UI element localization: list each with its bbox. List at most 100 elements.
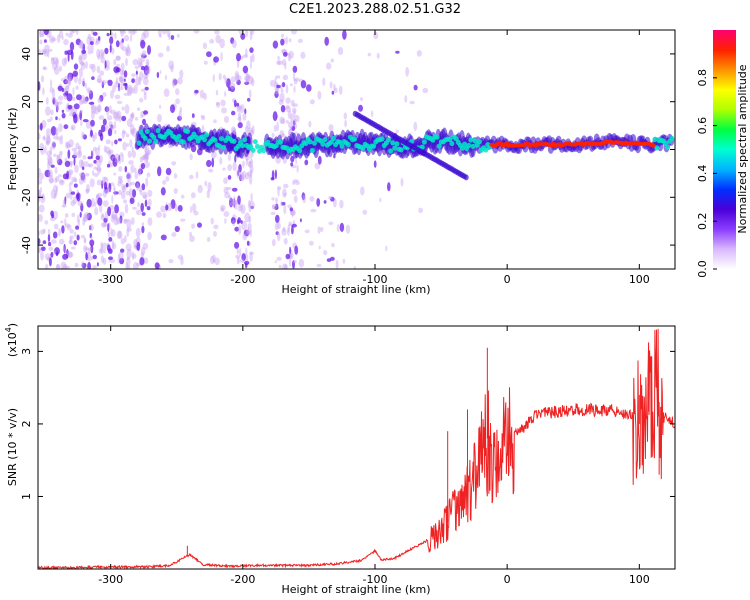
- heatmap-speckle: [413, 121, 418, 132]
- heatmap-speckle: [52, 97, 56, 105]
- heatmap-speckle: [82, 217, 86, 226]
- heatmap-speckle: [395, 129, 399, 134]
- heatmap-speckle: [271, 204, 276, 210]
- heatmap-speckle: [271, 132, 275, 138]
- heatmap-speckle: [69, 229, 74, 234]
- heatmap-speckle: [244, 81, 250, 86]
- heatmap-speckle: [94, 201, 97, 208]
- heatmap-speckle: [193, 210, 199, 216]
- heatmap-speckle: [70, 50, 74, 60]
- heatmap-speckle: [274, 76, 277, 84]
- heatmap-speckle: [128, 187, 133, 198]
- heatmap-speckle: [115, 217, 122, 225]
- heatmap-speckle: [126, 248, 132, 259]
- heatmap-speckle: [46, 140, 50, 146]
- heatmap-speckle: [119, 77, 124, 83]
- heatmap-speckle: [110, 109, 116, 115]
- heatmap-speckle: [379, 197, 382, 203]
- heatmap-speckle: [157, 114, 162, 123]
- x-tick-label: -200: [230, 573, 255, 586]
- heatmap-speckle: [78, 159, 84, 168]
- heatmap-speckle: [56, 154, 60, 164]
- heatmap-speckle: [142, 50, 147, 57]
- heatmap-speckle: [77, 219, 81, 228]
- heatmap-speckle: [129, 34, 133, 42]
- y-tick-label: 20: [20, 95, 33, 109]
- heatmap-speckle: [112, 125, 117, 129]
- heatmap-speckle: [54, 99, 59, 107]
- heatmap-ridge-dot: [649, 143, 656, 148]
- heatmap-speckle: [55, 186, 58, 195]
- heatmap-speckle: [236, 256, 240, 265]
- heatmap-speckle: [197, 222, 202, 228]
- heatmap-speckle: [328, 195, 333, 200]
- heatmap-speckle: [275, 197, 278, 204]
- heatmap-speckle: [404, 95, 408, 103]
- heatmap-speckle: [39, 30, 45, 37]
- heatmap-speckle: [131, 251, 135, 261]
- heatmap-speckle: [53, 184, 58, 193]
- heatmap-speckle: [147, 231, 152, 241]
- heatmap-speckle: [249, 227, 252, 237]
- heatmap-speckle: [103, 181, 108, 190]
- heatmap-speckle: [88, 247, 92, 251]
- heatmap-speckle: [237, 112, 242, 119]
- heatmap-speckle: [180, 194, 185, 199]
- heatmap-speckle: [283, 183, 289, 189]
- heatmap-speckle: [145, 58, 150, 67]
- snr-panel: -300 -200 -100 0 100 1 2 3 Height of straight …: [4, 323, 676, 596]
- heatmap-speckle: [79, 211, 82, 218]
- heatmap-speckle: [248, 89, 252, 99]
- heatmap-speckle: [62, 246, 65, 252]
- heatmap-speckle: [279, 116, 285, 125]
- heatmap-speckle: [324, 36, 330, 46]
- heatmap-speckle: [132, 30, 137, 34]
- heatmap-speckle: [75, 193, 80, 200]
- heatmap-speckle: [234, 241, 240, 249]
- heatmap-speckle: [62, 263, 68, 269]
- heatmap-speckle: [281, 201, 286, 206]
- heatmap-speckle: [195, 171, 199, 179]
- heatmap-speckle: [127, 84, 133, 95]
- heatmap-speckle: [108, 237, 113, 242]
- heatmap-ridge-dot: [320, 141, 326, 147]
- heatmap-speckle: [300, 51, 306, 59]
- heatmap-speckle: [287, 204, 292, 209]
- heatmap-speckle: [131, 146, 134, 153]
- heatmap-speckle: [206, 189, 210, 199]
- heatmap-speckle: [317, 226, 321, 235]
- heatmap-speckle: [38, 179, 43, 185]
- heatmap-ridge-dot: [379, 136, 385, 142]
- heatmap-speckle: [306, 84, 312, 92]
- heatmap-speckle: [297, 38, 303, 44]
- heatmap-speckle: [208, 168, 214, 173]
- heatmap-speckle: [75, 225, 80, 230]
- heatmap-speckle: [58, 123, 63, 133]
- heatmap-speckle: [174, 225, 180, 233]
- heatmap-speckle: [203, 92, 207, 100]
- heatmap-speckle: [247, 77, 254, 85]
- heatmap-speckle: [241, 220, 248, 231]
- heatmap-ridge-dot: [204, 132, 210, 138]
- heatmap-speckle: [131, 127, 138, 137]
- heatmap-speckle: [238, 224, 242, 235]
- heatmap-ridge-dot: [242, 137, 248, 143]
- heatmap-speckle: [141, 212, 146, 216]
- heatmap-ridge-dot: [388, 148, 394, 154]
- heatmap-speckle: [38, 49, 42, 54]
- heatmap-speckle: [72, 96, 76, 102]
- heatmap-speckle: [130, 217, 135, 225]
- heatmap-speckle: [197, 184, 203, 194]
- heatmap-speckle: [83, 215, 89, 222]
- heatmap-speckle: [226, 186, 232, 190]
- heatmap-speckle: [106, 188, 111, 192]
- heatmap-speckle: [55, 58, 59, 68]
- heatmap-speckle: [229, 85, 235, 93]
- heatmap-speckle: [229, 197, 233, 202]
- heatmap-speckle: [39, 30, 42, 38]
- heatmap-speckle: [72, 196, 78, 205]
- heatmap-speckle: [240, 32, 246, 40]
- heatmap-speckle: [106, 150, 112, 155]
- heatmap-speckle: [73, 113, 78, 124]
